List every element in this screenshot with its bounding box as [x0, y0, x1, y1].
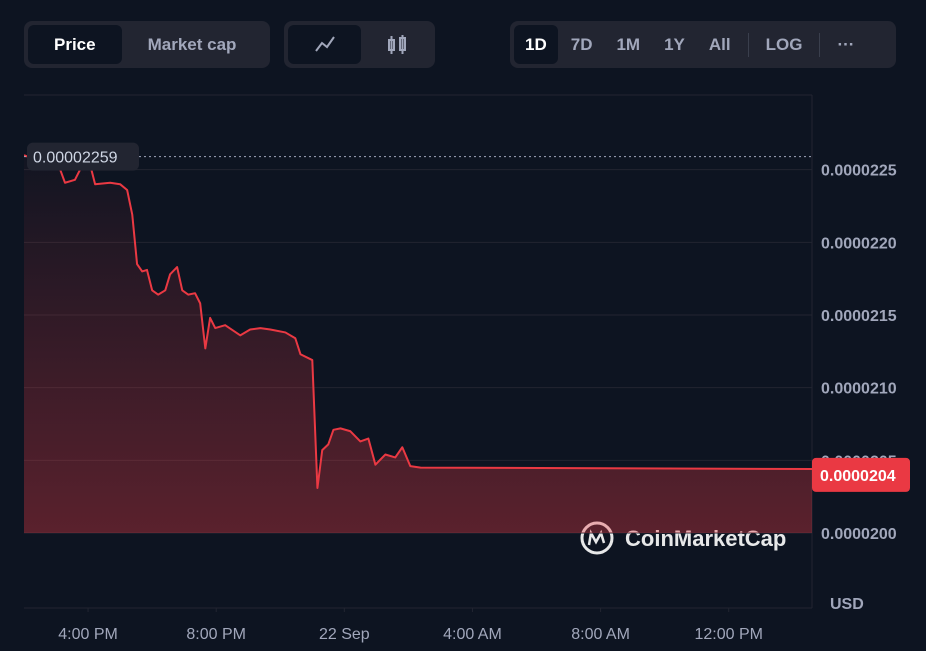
y-tick-label: 0.0000215: [821, 308, 897, 325]
y-tick-label: 0.0000210: [821, 381, 897, 398]
y-tick-label: 0.0000200: [821, 526, 897, 543]
price-line: [24, 154, 812, 489]
separator: [747, 32, 749, 57]
range-1d[interactable]: 1D: [514, 25, 558, 64]
tab-market-cap[interactable]: Market cap: [147, 35, 237, 54]
candle-chart-button[interactable]: [363, 25, 433, 64]
current-label-box: [812, 457, 910, 492]
x-tick-label: 4:00 PM: [58, 626, 118, 643]
line-icon: [315, 36, 335, 52]
tab-group: Price Market cap: [24, 21, 270, 68]
price-area: [24, 155, 812, 533]
candle-icon: [388, 35, 406, 54]
log-toggle[interactable]: LOG: [765, 35, 803, 54]
x-tick-label: 12:00 PM: [694, 626, 762, 643]
range-1m[interactable]: 1M: [616, 35, 641, 54]
y-tick-label: 0.0000220: [821, 235, 897, 252]
range-group: 1D 7D 1M 1Y All LOG ···: [510, 21, 896, 68]
current-label: 0.0000204: [820, 468, 896, 485]
x-tick-label: 8:00 AM: [571, 626, 630, 643]
line-chart-button[interactable]: [288, 25, 361, 64]
currency: USD: [830, 596, 864, 613]
high-label: 0.00002259: [33, 150, 118, 167]
range-all[interactable]: All: [708, 35, 731, 54]
x-tick-label: 22 Sep: [319, 626, 370, 643]
x-tick-label: 8:00 PM: [186, 626, 246, 643]
plot: [24, 154, 812, 533]
high-label-box: [27, 142, 139, 171]
chart-type-group: [284, 21, 435, 68]
range-7d[interactable]: 7D: [570, 35, 593, 54]
y-tick-label: 0.0000225: [821, 163, 897, 180]
more-button[interactable]: ···: [837, 35, 855, 54]
x-tick-label: 4:00 AM: [443, 626, 502, 643]
range-1y[interactable]: 1Y: [664, 35, 685, 54]
tab-price[interactable]: Price: [28, 25, 122, 64]
separator: [819, 32, 821, 57]
